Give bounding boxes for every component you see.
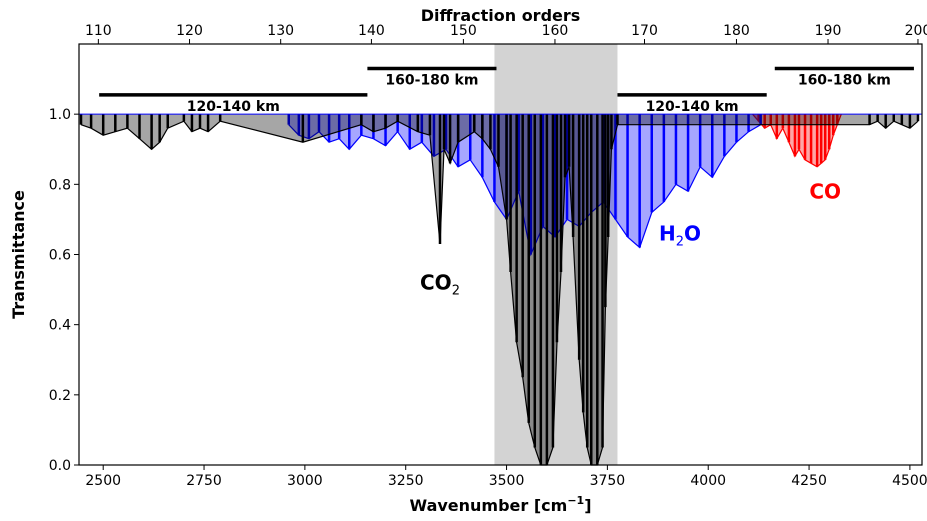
x-axis-label: Wavenumber [cm−1]: [409, 494, 591, 515]
x-tick-label-6: 4000: [690, 473, 726, 489]
series-label-0: CO: [809, 179, 841, 203]
top-axis-label: Diffraction orders: [421, 6, 581, 25]
series-line: [288, 124, 762, 257]
top-tick-label-7: 180: [723, 23, 750, 39]
series-label-1-subscript: 2: [676, 234, 684, 249]
y-tick-label-3: 0.6: [49, 248, 71, 264]
series-label-1-name: H: [659, 221, 676, 245]
series-label-0-name: CO: [809, 179, 841, 203]
top-tick-label-4: 150: [450, 23, 477, 39]
series-label-1: H2O: [659, 221, 701, 249]
spectra-layer: [79, 113, 920, 466]
series-label-2-subscript: 2: [452, 284, 460, 299]
x-tick-label-5: 3750: [590, 473, 626, 489]
axes-layer: 2500 2750 3000 3250 3500 3750 4000 4250 4500 0.0 0…: [49, 23, 927, 489]
altitude-bar-label-1: 160-180 km: [385, 73, 478, 89]
x-tick-label-1: 2750: [186, 473, 222, 489]
y-axis-label: Transmittance: [9, 190, 28, 319]
top-tick-label-9: 200: [905, 23, 927, 39]
y-tick-label-5: 1.0: [49, 107, 71, 123]
x-axis-label-text: Wavenumber [cm: [409, 496, 567, 515]
top-tick-label-5: 160: [542, 23, 569, 39]
x-tick-label-4: 3500: [489, 473, 525, 489]
series-label-2: CO2: [420, 271, 460, 299]
x-tick-label-0: 2500: [85, 473, 121, 489]
y-tick-label-4: 0.8: [49, 177, 71, 193]
top-tick-label-2: 130: [267, 23, 294, 39]
series-area: [288, 114, 761, 255]
y-tick-label-1: 0.2: [49, 388, 71, 404]
x-axis-label-end: ]: [584, 496, 591, 515]
top-tick-label-0: 110: [85, 23, 112, 39]
altitude-bars-layer: 120-140 km 160-180 km 120-140 km 160-180 km: [99, 66, 914, 115]
top-tick-label-8: 190: [815, 23, 842, 39]
altitude-bar-label-2: 120-140 km: [646, 99, 739, 115]
series-area: [752, 114, 842, 167]
x-tick-label-2: 3000: [287, 473, 323, 489]
y-tick-label-0: 0.0: [49, 458, 71, 474]
x-axis-label-superscript: −1: [567, 494, 584, 507]
series-0-group: [752, 113, 842, 168]
x-tick-label-3: 3250: [388, 473, 424, 489]
top-tick-label-3: 140: [358, 23, 385, 39]
series-label-1-end: O: [684, 221, 701, 245]
y-tick-label-2: 0.4: [49, 318, 71, 334]
altitude-bar-label-0: 120-140 km: [187, 99, 280, 115]
series-line: [80, 120, 919, 466]
x-tick-label-7: 4250: [791, 473, 827, 489]
altitude-bar-label-3: 160-180 km: [798, 73, 891, 89]
top-tick-label-1: 120: [176, 23, 203, 39]
x-tick-label-8: 4500: [892, 473, 927, 489]
series-label-2-name: CO: [420, 271, 452, 295]
top-tick-label-6: 170: [631, 23, 658, 39]
series-2-group: [79, 114, 920, 466]
